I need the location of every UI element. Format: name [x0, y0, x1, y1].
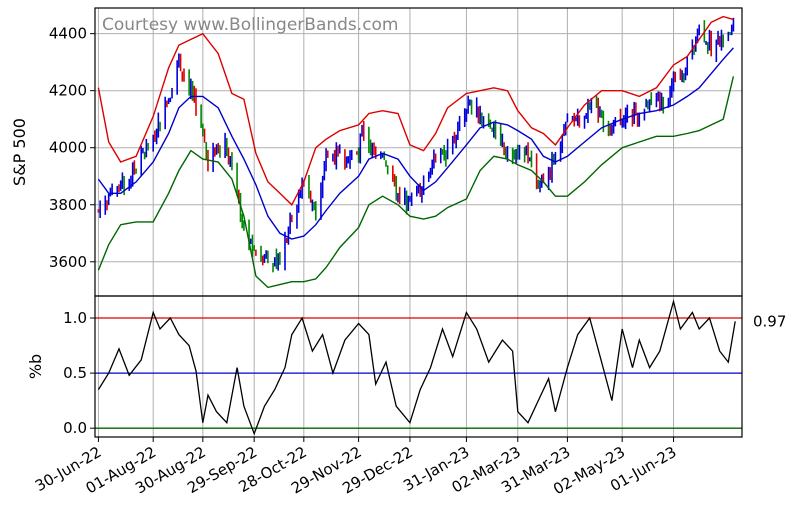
y-tick-label: 4000 — [49, 139, 87, 157]
x-axis: 30-Jun-2201-Aug-2230-Aug-2229-Sep-2228-O… — [32, 437, 680, 498]
price-panel: 3600 3800 4000 4200 4400 Courtesy www.Bolling… — [10, 7, 743, 297]
last-value-label: 0.97 — [753, 312, 786, 330]
y-tick-label: 0.0 — [63, 419, 87, 437]
percent-b-plot-frame — [94, 295, 743, 438]
y-tick-label: 1.0 — [63, 309, 87, 327]
y-axis-title: S&P 500 — [10, 118, 29, 186]
percent-b-line — [97, 298, 736, 436]
upper-band-line — [97, 15, 734, 206]
middle-band-line — [97, 47, 734, 240]
y-tick-label: 0.5 — [63, 364, 87, 382]
courtesy-annotation: Courtesy www.BollingerBands.com — [102, 15, 399, 35]
y-tick-label: 3600 — [49, 253, 87, 271]
y-tick-label: 3800 — [49, 196, 87, 214]
percent-b-panel: 0.0 0.5 1.0 %b 0.97 — [26, 295, 786, 438]
lower-band-line — [97, 76, 735, 289]
y-axis-title: %b — [26, 354, 45, 379]
y-tick-label: 4200 — [49, 82, 87, 100]
y-tick-label: 4400 — [49, 25, 87, 43]
price-bars — [97, 17, 735, 273]
percent-b-line-group — [97, 298, 736, 436]
